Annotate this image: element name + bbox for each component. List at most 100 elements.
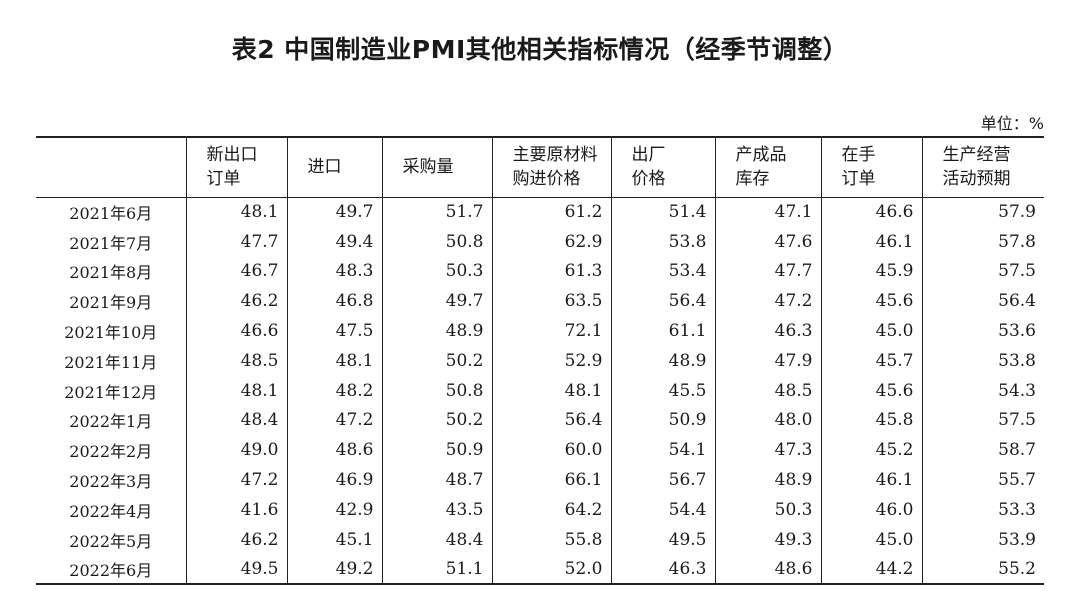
value-cell: 48.1 bbox=[286, 345, 382, 376]
row-month-label: 2022年6月 bbox=[36, 554, 186, 586]
value-cell: 46.6 bbox=[185, 316, 287, 346]
table-row: 2022年2月 49.0 48.6 50.9 60.0 54.1 47.3 45.2 58.7 bbox=[36, 435, 1044, 466]
table-row: 2022年1月 48.4 47.2 50.2 56.4 50.9 48.0 45.8 57.5 bbox=[36, 405, 1044, 436]
column-header: 出厂 价格 bbox=[610, 136, 715, 198]
value-cell: 53.8 bbox=[610, 226, 715, 257]
column-header: 采购量 bbox=[381, 136, 492, 198]
value-cell: 55.8 bbox=[491, 524, 611, 555]
row-month-label: 2022年2月 bbox=[69, 442, 153, 462]
value-cell: 46.7 bbox=[185, 256, 287, 287]
table-row: 2022年6月 49.5 49.2 51.1 52.0 46.3 48.6 44.2 55.2 bbox=[36, 554, 1044, 586]
value-cell: 41.6 bbox=[185, 494, 287, 525]
value-cell: 55.7 bbox=[921, 465, 1044, 495]
value-cell: 48.6 bbox=[714, 554, 821, 586]
value-cell: 47.2 bbox=[185, 465, 287, 495]
value-cell: 46.6 bbox=[820, 197, 922, 227]
value-cell: 53.6 bbox=[921, 316, 1044, 346]
row-month-label: 2021年10月 bbox=[64, 323, 158, 343]
value-cell: 45.7 bbox=[820, 345, 922, 376]
row-month-label: 2021年8月 bbox=[69, 263, 153, 283]
header-cell-blank bbox=[36, 136, 186, 198]
value-cell: 48.1 bbox=[491, 375, 611, 406]
value-cell: 49.4 bbox=[286, 226, 382, 257]
value-cell: 56.4 bbox=[610, 286, 715, 317]
row-month-label: 2021年12月 bbox=[64, 382, 158, 402]
value-cell: 48.4 bbox=[185, 405, 287, 436]
value-cell: 45.0 bbox=[820, 316, 922, 346]
table-row: 2021年11月 48.5 48.1 50.2 52.9 48.9 47.9 45.7 53.8 bbox=[36, 345, 1044, 376]
value-cell: 53.4 bbox=[610, 256, 715, 287]
value-cell: 64.2 bbox=[491, 494, 611, 525]
value-cell: 48.9 bbox=[381, 316, 492, 346]
column-header: 新出口 订单 bbox=[185, 136, 287, 198]
value-cell: 50.9 bbox=[381, 435, 492, 466]
value-cell: 46.2 bbox=[185, 286, 287, 317]
table-row: 2022年5月 46.2 45.1 48.4 55.8 49.5 49.3 45.0 53.9 bbox=[36, 524, 1044, 555]
value-cell: 45.6 bbox=[820, 375, 922, 406]
value-cell: 47.7 bbox=[714, 256, 821, 287]
value-cell: 51.7 bbox=[381, 197, 492, 227]
table-row: 2022年3月 47.2 46.9 48.7 66.1 56.7 48.9 46.1 55.7 bbox=[36, 465, 1044, 495]
header-row: 新出口 订单 进口 采购量 主要原材料 购进价格 出厂 价格 产成品 库存 在手 订单 生产经营 活动预期 bbox=[36, 136, 1044, 198]
value-cell: 52.0 bbox=[491, 554, 611, 586]
table-row: 2021年12月 48.1 48.2 50.8 48.1 45.5 48.5 45.6 54.3 bbox=[36, 375, 1044, 406]
value-cell: 57.5 bbox=[921, 405, 1044, 436]
value-cell: 48.7 bbox=[381, 465, 492, 495]
value-cell: 47.6 bbox=[714, 226, 821, 257]
table-row: 2021年9月 46.2 46.8 49.7 63.5 56.4 47.2 45.6 56.4 bbox=[36, 286, 1044, 317]
table-row: 2021年10月 46.6 47.5 48.9 72.1 61.1 46.3 45.0 53.6 bbox=[36, 316, 1044, 346]
value-cell: 42.9 bbox=[286, 494, 382, 525]
value-cell: 51.4 bbox=[610, 197, 715, 227]
table-row: 2021年8月 46.7 48.3 50.3 61.3 53.4 47.7 45.9 57.5 bbox=[36, 256, 1044, 287]
value-cell: 58.7 bbox=[921, 435, 1044, 466]
value-cell: 48.9 bbox=[714, 465, 821, 495]
value-cell: 50.3 bbox=[381, 256, 492, 287]
value-cell: 47.1 bbox=[714, 197, 821, 227]
value-cell: 47.2 bbox=[286, 405, 382, 436]
value-cell: 48.0 bbox=[714, 405, 821, 436]
column-header: 主要原材料 购进价格 bbox=[491, 136, 611, 198]
value-cell: 49.5 bbox=[185, 554, 287, 586]
row-month-label: 2021年6月 bbox=[69, 204, 153, 224]
value-cell: 50.9 bbox=[610, 405, 715, 436]
value-cell: 48.9 bbox=[610, 345, 715, 376]
table-body: 2021年6月 48.1 49.7 51.7 61.2 51.4 47.1 46.6 57.9 2… bbox=[36, 197, 1044, 586]
value-cell: 61.1 bbox=[610, 316, 715, 346]
value-cell: 46.8 bbox=[286, 286, 382, 317]
value-cell: 50.8 bbox=[381, 375, 492, 406]
row-month-label: 2022年3月 bbox=[69, 472, 153, 492]
row-month-label: 2021年7月 bbox=[69, 233, 153, 253]
value-cell: 49.7 bbox=[381, 286, 492, 317]
value-cell: 46.3 bbox=[714, 316, 821, 346]
value-cell: 57.9 bbox=[921, 197, 1044, 227]
row-month-label: 2022年1月 bbox=[69, 412, 153, 432]
value-cell: 47.3 bbox=[714, 435, 821, 466]
value-cell: 45.2 bbox=[820, 435, 922, 466]
value-cell: 54.3 bbox=[921, 375, 1044, 406]
value-cell: 48.5 bbox=[714, 375, 821, 406]
value-cell: 45.9 bbox=[820, 256, 922, 287]
value-cell: 45.8 bbox=[820, 405, 922, 436]
value-cell: 47.5 bbox=[286, 316, 382, 346]
value-cell: 49.5 bbox=[610, 524, 715, 555]
value-cell: 46.1 bbox=[820, 465, 922, 495]
value-cell: 53.3 bbox=[921, 494, 1044, 525]
row-month-label: 2022年4月 bbox=[69, 501, 153, 521]
value-cell: 50.8 bbox=[381, 226, 492, 257]
table-row: 2022年4月 41.6 42.9 43.5 64.2 54.4 50.3 46.0 53.3 bbox=[36, 494, 1044, 525]
value-cell: 53.8 bbox=[921, 345, 1044, 376]
pmi-indicators-table: 新出口 订单 进口 采购量 主要原材料 购进价格 出厂 价格 产成品 库存 在手 订单 生产经营 活动预期… bbox=[36, 136, 1044, 586]
value-cell: 66.1 bbox=[491, 465, 611, 495]
value-cell: 48.1 bbox=[185, 375, 287, 406]
value-cell: 50.2 bbox=[381, 345, 492, 376]
value-cell: 62.9 bbox=[491, 226, 611, 257]
value-cell: 48.3 bbox=[286, 256, 382, 287]
value-cell: 47.7 bbox=[185, 226, 287, 257]
value-cell: 49.2 bbox=[286, 554, 382, 586]
value-cell: 46.9 bbox=[286, 465, 382, 495]
table-row: 2021年7月 47.7 49.4 50.8 62.9 53.8 47.6 46.1 57.8 bbox=[36, 226, 1044, 257]
unit-label: 单位：% bbox=[980, 114, 1044, 133]
table-title: 表2 中国制造业PMI其他相关指标情况（经季节调整） bbox=[231, 35, 849, 64]
value-cell: 47.9 bbox=[714, 345, 821, 376]
value-cell: 54.4 bbox=[610, 494, 715, 525]
